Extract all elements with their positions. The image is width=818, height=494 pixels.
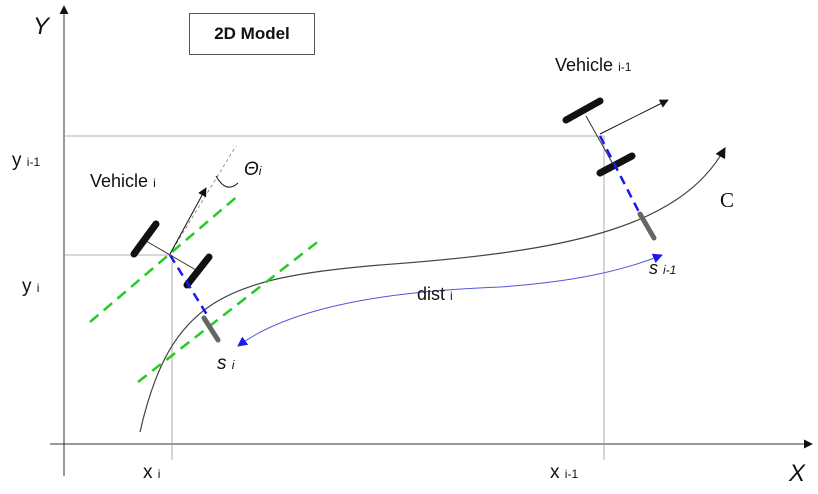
theta-symbol: Θ xyxy=(244,159,259,180)
x-i1-base: x xyxy=(550,462,560,483)
y-i1-base: y xyxy=(12,150,22,171)
x-i-base: x xyxy=(143,462,153,483)
s-i-label: s i xyxy=(217,353,234,375)
y-i1-index: i-1 xyxy=(26,155,41,169)
vehicle-i-name: Vehicle xyxy=(90,171,149,191)
y-i-index: i xyxy=(36,281,40,295)
model-title: 2D Model xyxy=(214,24,290,43)
theta-angle-arc xyxy=(215,175,239,188)
x-i1-index: i-1 xyxy=(564,467,579,481)
dist-index: i xyxy=(450,289,453,303)
x-i-index: i xyxy=(157,467,161,481)
theta-index: i xyxy=(258,164,262,178)
green-dashed-line-lower xyxy=(137,239,321,383)
green-dashed-line-upper xyxy=(89,193,241,323)
curve-c-label: C xyxy=(720,188,735,212)
vehicle-i-contact-marker xyxy=(201,315,221,343)
vehicle-i-rear-wheel xyxy=(130,220,160,258)
vehicle-i1-axle xyxy=(585,115,615,167)
model-title-box: 2D Model xyxy=(189,13,315,55)
vehicle-i-heading-dashed xyxy=(169,145,237,255)
vehicle-i1-name: Vehicle xyxy=(555,55,614,75)
y-i1-coord-label: y i-1 xyxy=(12,150,40,172)
vehicle-i-heading-arrow xyxy=(169,187,207,255)
s-i1-label: s i-1 xyxy=(649,258,676,279)
s-i1-base: s xyxy=(649,258,658,278)
s-i-base: s xyxy=(217,353,227,374)
vehicle-i-index: i xyxy=(153,176,156,190)
vehicle-i1-label: Vehicle i-1 xyxy=(555,55,631,76)
vehicle-i-front-wheel xyxy=(183,253,213,289)
x-i-coord-label: x i xyxy=(143,462,160,484)
dist-base: dist xyxy=(417,284,446,304)
y-i-coord-label: y i xyxy=(22,276,39,298)
theta-label: Θi xyxy=(244,159,261,181)
s-i-index: i xyxy=(231,358,235,372)
x-axis-label: X xyxy=(789,460,806,487)
y-i-base: y xyxy=(22,276,32,297)
vehicle-i1-rear-wheel xyxy=(562,97,604,124)
vehicle-i-blue-dashed xyxy=(168,254,211,319)
vehicle-i-label: Vehicle i xyxy=(90,171,156,192)
vehicle-i1-contact-marker xyxy=(637,211,657,241)
y-axis-label: Y xyxy=(33,13,50,40)
s-i1-index: i-1 xyxy=(663,263,677,277)
dist-label: dist i xyxy=(417,284,453,305)
dist-arc-arrow xyxy=(237,253,663,347)
vehicle-i1-blue-dashed xyxy=(598,135,642,215)
vehicle-i1-index: i-1 xyxy=(618,60,632,74)
x-i1-coord-label: x i-1 xyxy=(550,462,578,484)
vehicle-i1-heading-arrow xyxy=(599,99,669,135)
